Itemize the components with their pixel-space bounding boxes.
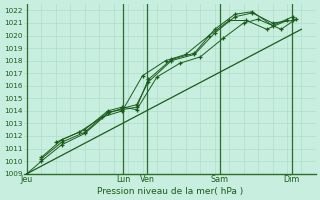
X-axis label: Pression niveau de la mer( hPa ): Pression niveau de la mer( hPa )	[97, 187, 243, 196]
